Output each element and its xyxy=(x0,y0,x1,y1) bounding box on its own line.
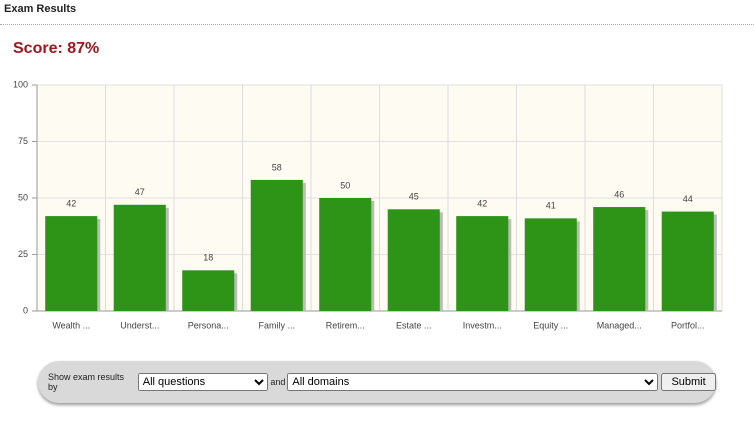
bar xyxy=(182,270,235,311)
data-label: 50 xyxy=(340,180,350,190)
data-label: 47 xyxy=(135,187,145,197)
data-label: 41 xyxy=(546,201,556,211)
data-label: 44 xyxy=(683,194,693,204)
y-tick-label: 25 xyxy=(18,249,28,259)
data-label: 42 xyxy=(477,198,487,208)
x-tick-label: Wealth ... xyxy=(52,320,90,330)
x-tick-label: Managed... xyxy=(597,320,642,330)
x-tick-label: Retirem... xyxy=(326,320,365,330)
conjunction: and xyxy=(270,377,286,387)
bar xyxy=(524,218,577,311)
question-select[interactable]: All questions xyxy=(137,373,269,391)
bar xyxy=(319,198,372,311)
bar xyxy=(593,207,646,311)
bar xyxy=(661,211,714,311)
data-label: 46 xyxy=(614,189,624,199)
score: Score: 87% xyxy=(13,40,100,57)
data-label: 45 xyxy=(409,192,419,202)
domain-select[interactable]: All domains xyxy=(287,373,659,391)
x-tick-label: Investm... xyxy=(463,320,502,330)
y-tick-label: 0 xyxy=(23,305,28,315)
page-title: Exam Results xyxy=(4,3,77,15)
submit-button[interactable]: Submit xyxy=(661,373,716,391)
chart: 0 25 50 75 100 Wealth ... 42 Underst... 47 Person… xyxy=(13,79,723,330)
x-tick-label: Portfol... xyxy=(671,320,705,330)
data-label: 18 xyxy=(203,253,213,263)
data-label: 58 xyxy=(272,162,282,172)
bar xyxy=(113,204,166,311)
filter-bar: Show exam results by All questions and A… xyxy=(38,361,716,403)
x-tick-label: Family ... xyxy=(258,320,295,330)
bar xyxy=(387,209,440,311)
data-label: 42 xyxy=(66,198,76,208)
x-tick-label: Underst... xyxy=(120,320,159,330)
y-tick-label: 100 xyxy=(13,79,28,89)
y-tick-label: 75 xyxy=(18,136,28,146)
x-tick-label: Equity ... xyxy=(533,320,568,330)
x-tick-label: Estate ... xyxy=(396,320,432,330)
divider xyxy=(0,24,754,25)
bar xyxy=(250,179,303,311)
bar xyxy=(456,216,509,311)
filter-label: Show exam results by xyxy=(48,372,125,392)
y-tick-label: 50 xyxy=(18,192,28,202)
bar xyxy=(45,216,98,311)
x-tick-label: Persona... xyxy=(188,320,229,330)
